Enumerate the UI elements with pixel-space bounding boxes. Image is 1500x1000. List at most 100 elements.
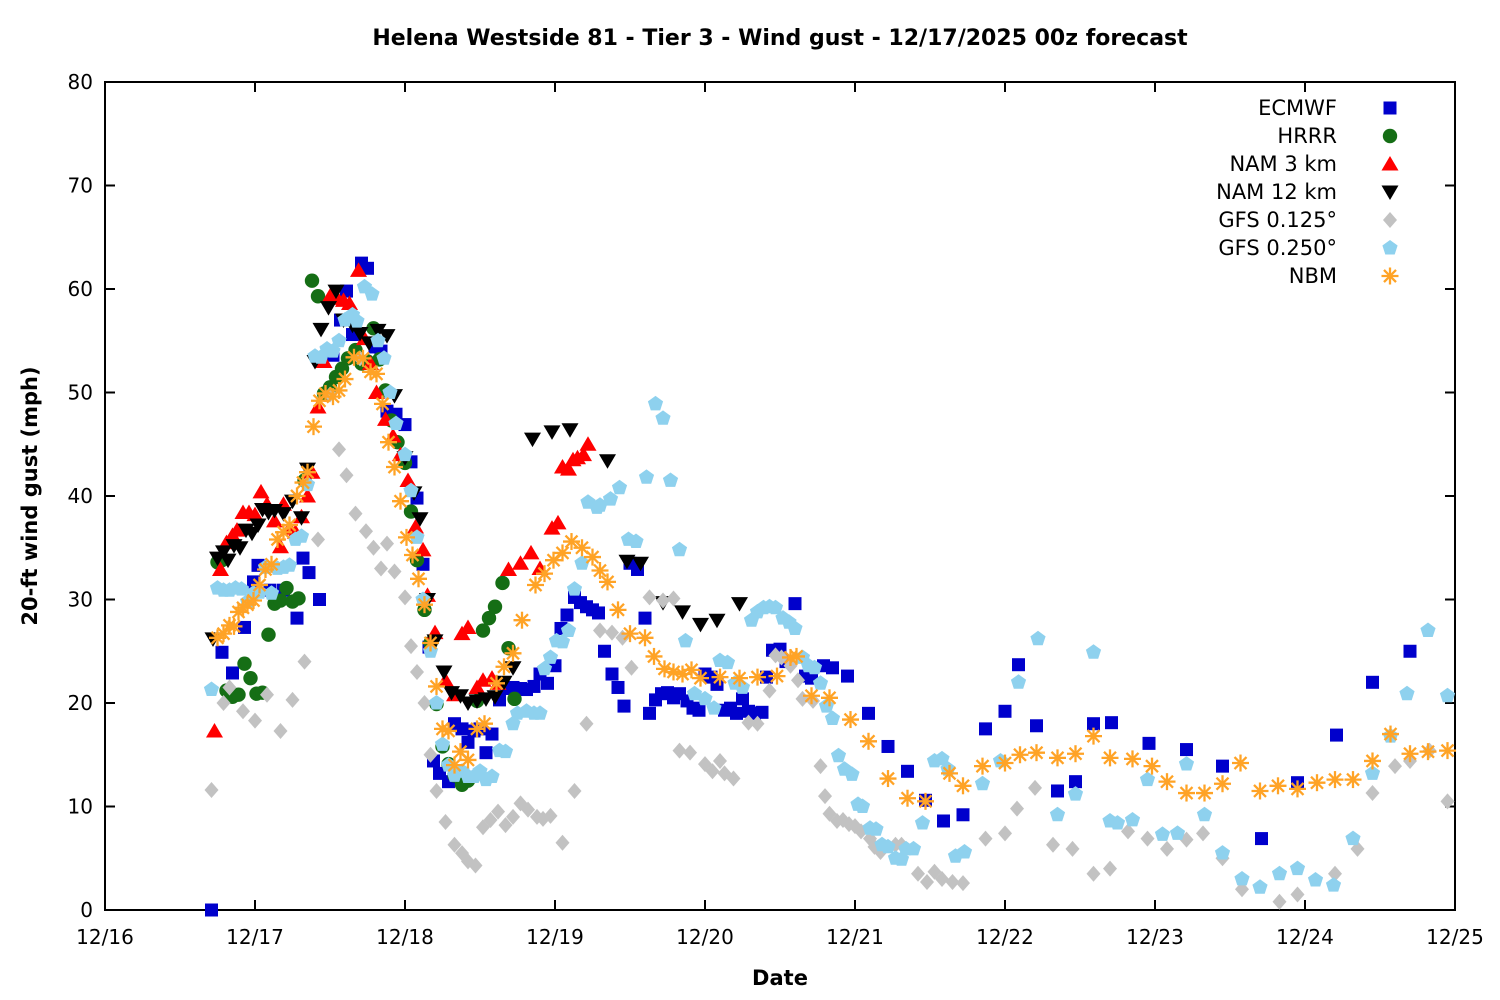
data-point: [561, 423, 579, 438]
x-tick-label: 12/20: [676, 925, 734, 949]
data-point: [821, 689, 838, 707]
data-point: [611, 680, 625, 694]
data-point: [1196, 806, 1213, 822]
data-point: [881, 739, 895, 753]
data-point: [1232, 754, 1249, 772]
data-point: [1399, 685, 1415, 701]
data-point: [275, 507, 292, 522]
data-point: [388, 415, 404, 430]
data-point: [1028, 779, 1042, 796]
data-point: [237, 656, 252, 671]
data-point: [416, 596, 433, 614]
data-point: [507, 691, 522, 707]
y-tick-label: 10: [68, 795, 93, 819]
data-point: [1234, 871, 1250, 886]
data-point: [243, 670, 258, 686]
data-point: [203, 681, 220, 696]
data-point: [524, 432, 541, 448]
data-point: [1180, 743, 1193, 757]
data-point: [461, 735, 475, 749]
data-point: [206, 722, 223, 738]
data-point: [1087, 717, 1100, 731]
data-point: [1196, 825, 1210, 842]
hrrr-marker-icon: [1382, 128, 1398, 144]
data-point: [731, 597, 748, 612]
data-point: [429, 782, 444, 799]
data-point: [1103, 860, 1117, 877]
data-point: [1216, 759, 1229, 773]
axis-ticks: 12/16 12/17 12/18 12/19 12/20 12/21 12/22 12/23…: [68, 70, 1484, 949]
data-point: [387, 563, 402, 580]
data-point: [706, 700, 722, 715]
data-point: [320, 301, 337, 316]
data-point: [656, 592, 670, 609]
data-point: [488, 674, 505, 692]
data-point: [647, 395, 664, 411]
data-point: [281, 557, 298, 572]
data-point: [380, 433, 397, 451]
data-point: [261, 627, 276, 642]
data-point: [398, 528, 415, 546]
data-point: [934, 750, 950, 766]
data-point: [841, 669, 854, 683]
data-point: [1154, 826, 1171, 841]
data-point: [692, 617, 709, 633]
data-point: [879, 770, 897, 788]
data-point: [299, 488, 316, 503]
data-point: [591, 562, 609, 580]
data-point: [273, 722, 288, 739]
data-point: [374, 560, 388, 577]
data-point: [410, 570, 427, 588]
data-point: [407, 519, 424, 534]
data-point: [226, 666, 239, 680]
data-point: [279, 580, 294, 596]
data-point: [397, 446, 413, 462]
data-point: [403, 482, 419, 498]
data-point: [806, 659, 823, 675]
data-point: [956, 844, 973, 859]
data-point: [830, 747, 847, 763]
y-tick-label: 60: [68, 277, 93, 301]
x-tick-label: 12/21: [826, 925, 884, 949]
data-point: [281, 516, 298, 534]
data-point: [560, 608, 574, 622]
data-point: [554, 544, 571, 562]
data-point: [1065, 840, 1080, 857]
data-point: [638, 611, 652, 625]
data-point: [643, 706, 656, 720]
data-point: [1364, 752, 1381, 770]
data-point: [204, 781, 219, 798]
data-point: [404, 638, 418, 655]
data-point: [599, 454, 616, 469]
data-point: [1011, 746, 1029, 764]
data-point: [440, 722, 457, 740]
data-point: [854, 798, 871, 813]
data-point: [495, 658, 513, 676]
nam-3-km-marker-icon: [1381, 156, 1399, 171]
data-point: [621, 625, 639, 643]
data-point: [215, 625, 232, 643]
data-point: [662, 472, 679, 487]
y-tick-label: 40: [68, 484, 93, 508]
data-point: [304, 273, 320, 288]
legend: ECMWF HRRR NAM 3 km NAM 12 km GFS 0.125° GFS …: [1216, 96, 1399, 288]
data-point: [392, 492, 409, 510]
data-point: [862, 706, 875, 720]
data-point: [527, 576, 544, 594]
data-point: [1196, 784, 1213, 802]
data-point: [411, 512, 429, 527]
data-point: [417, 695, 432, 711]
data-point: [1269, 777, 1287, 795]
data-point: [1101, 749, 1119, 767]
data-point: [398, 589, 412, 606]
data-point: [598, 644, 611, 658]
legend-label: HRRR: [1277, 124, 1337, 148]
data-point: [956, 875, 970, 892]
data-point: [937, 814, 950, 828]
ecmwf-marker-icon: [1383, 101, 1397, 115]
data-point: [1255, 832, 1268, 846]
data-point: [1439, 742, 1456, 760]
legend-item-gfs-0-250-: GFS 0.250°: [1218, 236, 1398, 260]
x-tick-label: 12/22: [976, 925, 1034, 949]
data-point: [260, 686, 274, 703]
